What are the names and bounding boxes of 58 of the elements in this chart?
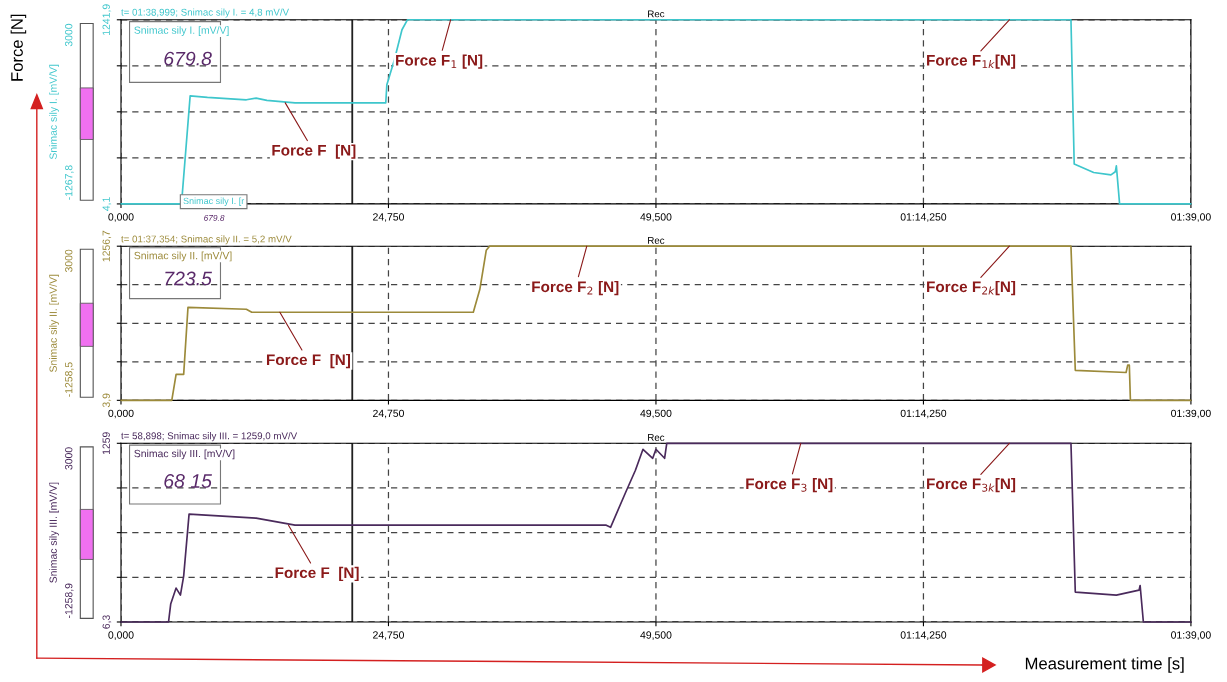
annotation: Force F$_{2}$ [N] (532, 280, 619, 296)
text: Measurement time [s] (1025, 657, 1184, 673)
annotation: 723.5 (165, 271, 212, 286)
x-tick-label: 01:14,250 (900, 213, 947, 222)
x-tick-label: 49,500 (640, 409, 672, 419)
x-tick-label: 01:14,250 (900, 631, 947, 640)
x-tick-label: 01:39,00 (1171, 631, 1211, 640)
x-tick-label: 0,000 (108, 409, 134, 419)
annotation: Force F$_{3k}$[N] (927, 478, 1016, 493)
annotation: Force F [N] (272, 144, 356, 159)
annotation: Force F$_{1k}$[N] (927, 54, 1016, 69)
text: 3000 (65, 23, 73, 47)
annotation: Force F [N] (266, 353, 350, 369)
annotation: Snimac sily I. [mV/V] (134, 26, 229, 36)
annotation: Force F$_{2k}$[N] (927, 280, 1016, 296)
y-axis-title: Snimac sily II. [mV/V] (49, 274, 59, 372)
y-tick-label: 3,9 (102, 393, 112, 408)
text: Rec (648, 10, 665, 18)
y-tick-label: 6,3 (102, 615, 112, 629)
text: -1258,9 (65, 583, 74, 618)
annotation: Force F$_{3}$ [N] (746, 478, 833, 493)
text: t= 01:38,999; Snimac sily I. = 4,8 mV/V (121, 8, 289, 18)
x-tick-label: 49,500 (640, 631, 672, 640)
annotation: Snimac sily III. [mV/V] (134, 449, 235, 460)
x-tick-label: 0,000 (108, 631, 134, 640)
annotation: Force F$_{1}$ [N] (396, 54, 483, 69)
x-tick-label: 24,750 (373, 409, 404, 419)
x-tick-label: 01:39,00 (1171, 409, 1211, 419)
annotation: 68 15 (164, 474, 212, 488)
x-tick-label: 24,750 (373, 631, 404, 640)
x-tick-label: 24,750 (373, 213, 404, 222)
y-tick-label: 1256,7 (102, 230, 112, 262)
text: t= 58,898; Snimac sily III. = 1259,0 mV/V (121, 432, 298, 442)
text: Force [N] (10, 14, 27, 81)
annotation: 679.8 (164, 51, 212, 66)
y-tick-label: 1241,9 (102, 4, 112, 35)
text: 679.8 (204, 214, 225, 221)
annotation: Force F [N] (275, 566, 359, 582)
y-axis-title: Snimac sily III. [mV/V] (49, 482, 59, 583)
y-tick-label: 4,1 (102, 197, 112, 211)
x-tick-label: 0,000 (108, 213, 134, 222)
text: -1267,8 (65, 165, 74, 200)
x-tick-label: 49,500 (640, 213, 672, 222)
text: Rec (648, 237, 665, 244)
line-series (120, 442, 1192, 623)
text: 3000 (65, 249, 73, 273)
annotation: Snimac sily II. [mV/V] (134, 251, 232, 262)
x-tick-label: 01:39,00 (1171, 213, 1211, 222)
text: -1258,5 (65, 362, 74, 397)
y-axis-title: Snimac sily I. [mV/V] (49, 64, 59, 160)
annotation: Snimac sily I. [r (183, 197, 245, 206)
x-tick-label: 01:14,250 (900, 409, 947, 419)
text: 3000 (65, 447, 73, 470)
y-tick-label: 1259 (102, 432, 110, 455)
text: Rec (648, 434, 665, 441)
text: t= 01:37,354; Snimac sily II. = 5,2 mV/V (121, 235, 292, 245)
line-series (120, 245, 1192, 402)
line-series (120, 18, 1192, 205)
